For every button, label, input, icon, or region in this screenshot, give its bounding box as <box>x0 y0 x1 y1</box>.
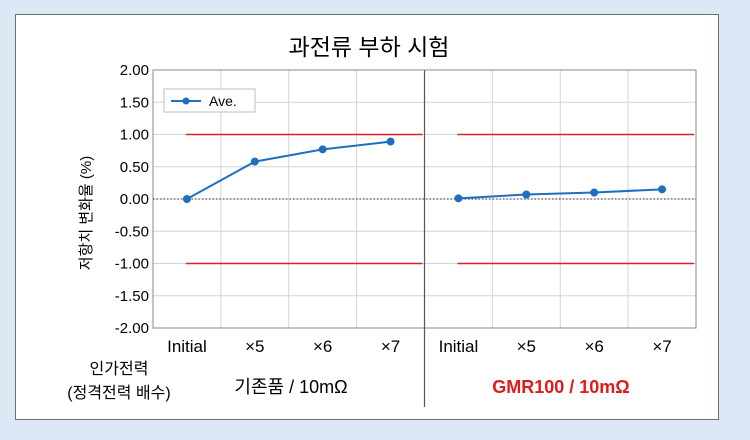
data-point <box>590 188 599 197</box>
group-label-gmr100: GMR100 / 10mΩ <box>492 377 630 397</box>
y-tick-label: 0.50 <box>120 159 149 176</box>
series-line <box>186 140 391 200</box>
legend-marker <box>182 97 190 105</box>
chart-figure: 과전류 부하 시험 2.00 1.50 1.00 0.50 0.00 -0.50 -1.00… <box>67 34 697 407</box>
data-point <box>658 185 667 194</box>
data-point <box>522 190 531 199</box>
y-axis-label: 저항치 변화율 (%) <box>78 156 95 270</box>
legend-box <box>163 88 256 113</box>
chart-panel: 과전류 부하 시험 2.00 1.50 1.00 0.50 0.00 -0.50 -1.00… <box>15 14 719 420</box>
y-tick-label: -1.00 <box>115 256 149 273</box>
x-tick-label: Initial <box>439 337 479 356</box>
y-tick-label: 2.00 <box>120 62 149 79</box>
footer-label-multiplier: (정격전력 배수) <box>67 384 170 402</box>
y-tick-label: -1.50 <box>115 288 149 305</box>
data-point <box>454 194 463 203</box>
x-tick-label: ×7 <box>652 337 671 356</box>
group-label-conventional: 기존품 / 10mΩ <box>234 377 347 397</box>
x-tick-label: ×7 <box>381 337 400 356</box>
y-tick-label: 1.50 <box>120 94 149 111</box>
y-tick-label: 0.00 <box>120 191 149 208</box>
x-tick-label: ×5 <box>245 337 264 356</box>
series-line <box>458 188 663 200</box>
chart-title: 과전류 부하 시험 <box>289 34 450 60</box>
data-point <box>182 195 191 203</box>
x-tick-label: ×6 <box>584 337 603 356</box>
data-point <box>250 157 259 166</box>
y-tick-label: -2.00 <box>115 320 149 337</box>
legend: Ave. <box>163 88 256 113</box>
y-tick-label: -0.50 <box>115 223 149 240</box>
footer-label-power: 인가전력 <box>90 360 149 378</box>
data-point <box>386 137 395 146</box>
legend-label: Ave. <box>209 93 237 109</box>
x-tick-label: ×5 <box>517 337 536 356</box>
data-point <box>318 145 327 154</box>
x-tick-label: Initial <box>167 337 207 356</box>
y-tick-label: 1.00 <box>120 127 149 144</box>
x-tick-label: ×6 <box>313 337 332 356</box>
